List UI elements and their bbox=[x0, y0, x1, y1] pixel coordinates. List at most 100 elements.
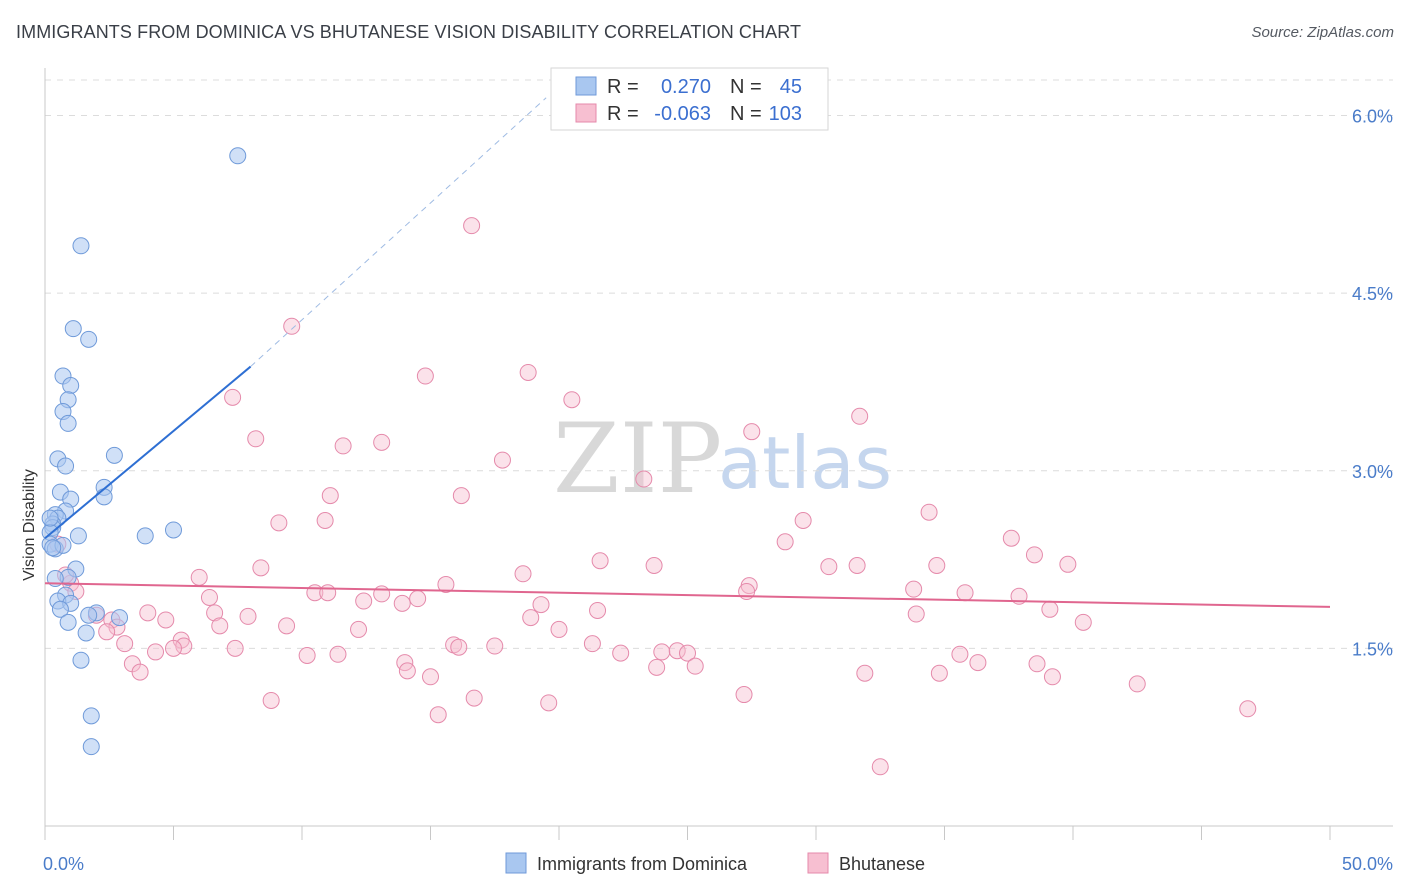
bhutanese-point bbox=[319, 584, 337, 602]
bhutanese-point bbox=[648, 658, 666, 676]
dominica-point bbox=[59, 414, 77, 432]
dominica-point bbox=[229, 147, 247, 165]
bhutanese-point bbox=[283, 317, 301, 335]
bhutanese-point bbox=[1059, 555, 1077, 573]
legend-swatch-dominica bbox=[505, 852, 527, 874]
dominica-point bbox=[95, 488, 113, 506]
bhutanese-point bbox=[550, 620, 568, 638]
bhutanese-point bbox=[591, 552, 609, 570]
bhutanese-point bbox=[190, 568, 208, 586]
bhutanese-point bbox=[635, 470, 653, 488]
stats-n-value-2: 103 bbox=[769, 103, 802, 125]
bhutanese-point bbox=[224, 388, 242, 406]
y-tick-labels: 1.5% 3.0% 4.5% 6.0% bbox=[1352, 107, 1393, 660]
bhutanese-point bbox=[563, 391, 581, 409]
bhutanese-point bbox=[1074, 613, 1092, 631]
bhutanese-point bbox=[589, 601, 607, 619]
bhutanese-point bbox=[951, 645, 969, 663]
bhutanese-point bbox=[270, 514, 288, 532]
bhutanese-point bbox=[298, 646, 316, 664]
bhutanese-point bbox=[437, 575, 455, 593]
bhutanese-point bbox=[116, 635, 134, 653]
stats-n-value-1: 45 bbox=[780, 76, 802, 98]
bhutanese-point bbox=[735, 686, 753, 704]
stats-r-value-1: 0.270 bbox=[661, 76, 711, 98]
dominica-point bbox=[105, 446, 123, 464]
bhutanese-point bbox=[175, 637, 193, 655]
dominica-points bbox=[41, 147, 247, 756]
bhutanese-point bbox=[463, 217, 481, 235]
source-credit: Source: ZipAtlas.com bbox=[1251, 24, 1394, 41]
stats-swatch-pink bbox=[575, 103, 597, 123]
bhutanese-point bbox=[350, 620, 368, 638]
bhutanese-point bbox=[514, 565, 532, 583]
dominica-point bbox=[80, 330, 98, 348]
bhutanese-point bbox=[409, 590, 427, 608]
stats-swatch-blue bbox=[575, 76, 597, 96]
dominica-point bbox=[77, 624, 95, 642]
bhutanese-point bbox=[206, 604, 224, 622]
bhutanese-point bbox=[493, 451, 511, 469]
bhutanese-point bbox=[226, 639, 244, 657]
bhutanese-point bbox=[131, 663, 149, 681]
dominica-point bbox=[82, 707, 100, 725]
bhutanese-point bbox=[612, 644, 630, 662]
bhutanese-point bbox=[239, 607, 257, 625]
bhutanese-points bbox=[49, 217, 1257, 776]
bhutanese-point bbox=[398, 662, 416, 680]
x-tick-label: 0.0% bbox=[43, 854, 84, 874]
bhutanese-point bbox=[930, 664, 948, 682]
stats-box: R = 0.270 N = 45 R = -0.063 N = 103 bbox=[550, 67, 829, 131]
stats-n-label-1: N = bbox=[730, 76, 762, 98]
bhutanese-point bbox=[373, 433, 391, 451]
dominica-point bbox=[72, 651, 90, 669]
bhutanese-point bbox=[416, 367, 434, 385]
bhutanese-point bbox=[1043, 668, 1061, 686]
dominica-trend-line bbox=[44, 365, 252, 540]
bhutanese-point bbox=[252, 559, 270, 577]
dominica-trend-extension bbox=[250, 97, 547, 367]
legend-label-bhutanese: Bhutanese bbox=[839, 854, 925, 874]
bhutanese-point bbox=[334, 437, 352, 455]
bhutanese-point bbox=[211, 617, 229, 635]
dominica-point bbox=[165, 521, 182, 539]
bhutanese-point bbox=[452, 487, 470, 505]
y-tick-label: 1.5% bbox=[1352, 639, 1393, 659]
bhutanese-point bbox=[278, 617, 296, 635]
bhutanese-point bbox=[794, 511, 812, 529]
watermark-atlas: atlas bbox=[718, 421, 892, 505]
dominica-point bbox=[64, 320, 82, 338]
gridlines bbox=[45, 79, 1393, 649]
y-tick-label: 4.5% bbox=[1352, 284, 1393, 304]
bhutanese-point bbox=[321, 487, 339, 505]
dominica-point bbox=[82, 738, 100, 756]
bhutanese-point bbox=[1128, 675, 1146, 693]
bhutanese-point bbox=[905, 580, 923, 598]
x-tick-label: 50.0% bbox=[1342, 854, 1393, 874]
trend-lines bbox=[44, 97, 1331, 608]
bhutanese-point bbox=[920, 503, 938, 521]
bhutanese-point bbox=[393, 594, 411, 612]
bhutanese-point bbox=[147, 643, 165, 661]
bhutanese-point bbox=[668, 642, 686, 660]
bhutanese-point bbox=[956, 584, 974, 602]
bhutanese-point bbox=[856, 664, 874, 682]
bhutanese-point bbox=[465, 689, 483, 707]
dominica-point bbox=[62, 377, 80, 395]
dominica-point bbox=[136, 527, 154, 545]
bhutanese-point bbox=[928, 556, 946, 574]
bhutanese-point bbox=[1025, 546, 1043, 564]
dominica-point bbox=[41, 509, 59, 527]
dominica-point bbox=[51, 600, 69, 618]
bhutanese-point bbox=[907, 605, 925, 623]
bhutanese-point bbox=[98, 623, 116, 641]
bhutanese-point bbox=[422, 668, 439, 686]
bhutanese-point bbox=[519, 363, 537, 381]
x-tick-labels: 0.0% 50.0% bbox=[43, 854, 1393, 874]
bhutanese-point bbox=[532, 596, 550, 614]
legend-swatch-bhutanese bbox=[807, 852, 829, 874]
chart-title: IMMIGRANTS FROM DOMINICA VS BHUTANESE VI… bbox=[16, 22, 802, 42]
bhutanese-point bbox=[450, 638, 468, 656]
y-tick-label: 6.0% bbox=[1352, 107, 1393, 127]
bhutanese-point bbox=[653, 643, 671, 661]
